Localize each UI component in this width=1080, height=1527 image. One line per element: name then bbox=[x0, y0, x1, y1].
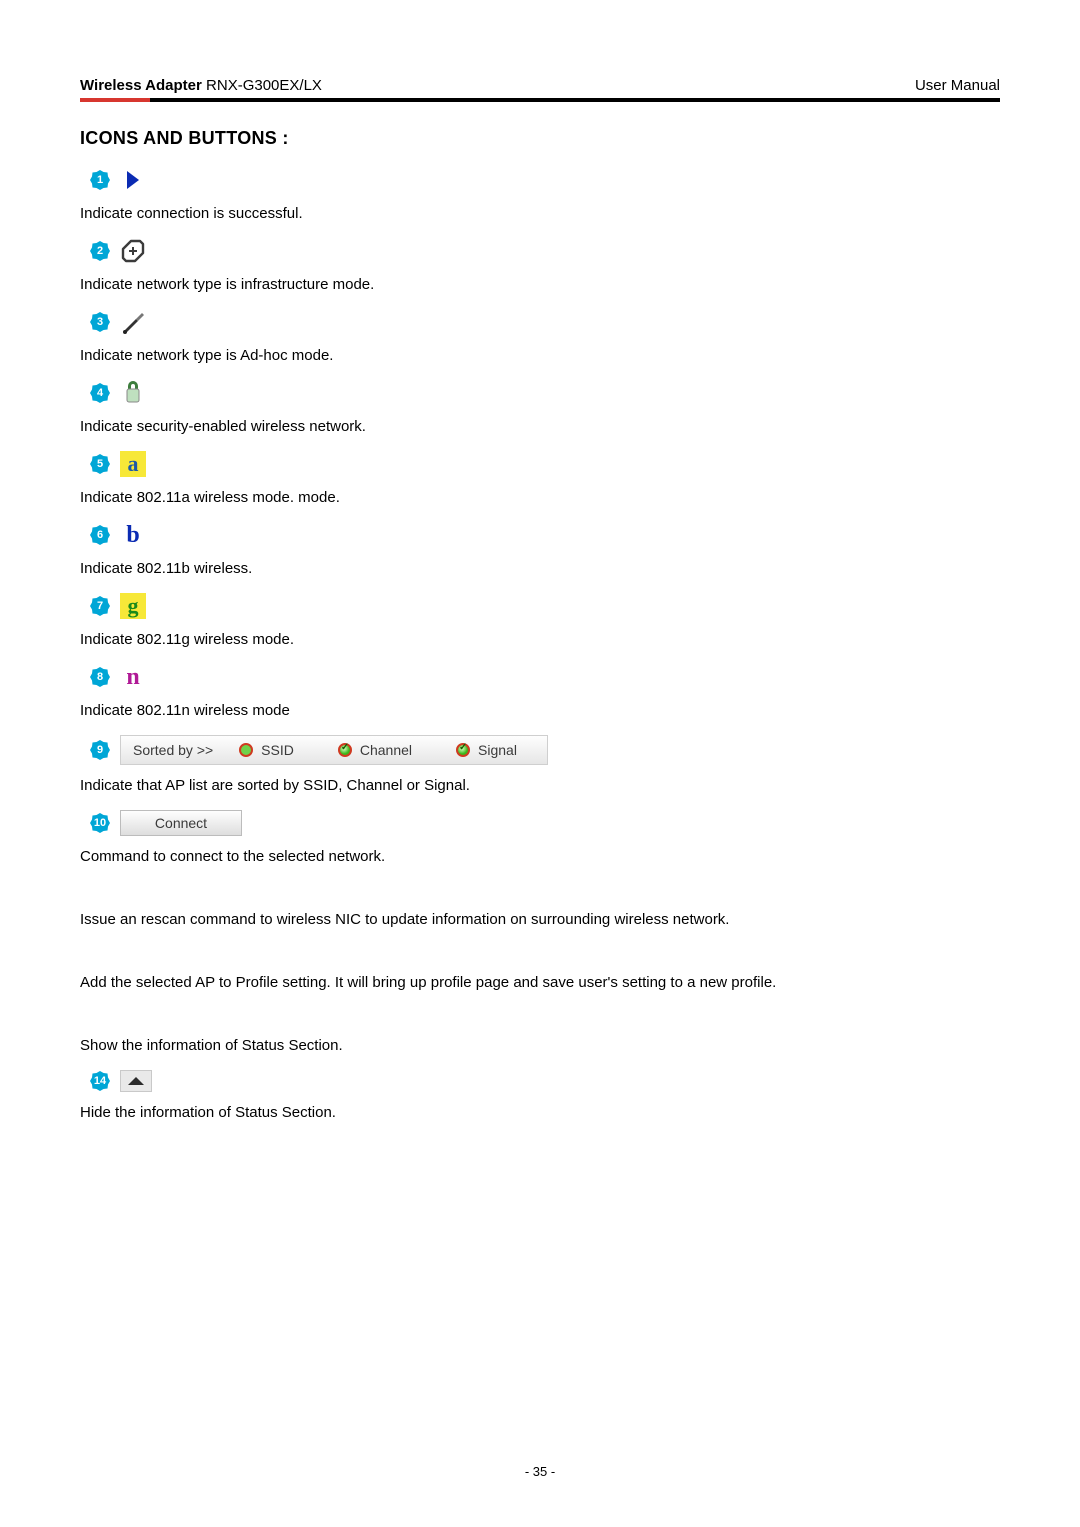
icon-3-icon bbox=[120, 309, 146, 335]
sortbar-option-signal[interactable]: Signal bbox=[438, 742, 535, 758]
header-rule-black bbox=[150, 98, 1000, 102]
header-right: User Manual bbox=[915, 77, 1000, 94]
numbered-badge-9: 9 bbox=[90, 740, 110, 760]
list-item: Show the information of Status Section. bbox=[80, 1035, 1000, 1056]
list-item: 14 Hide the information of Status Sectio… bbox=[80, 1070, 1000, 1123]
item-description: Command to connect to the selected netwo… bbox=[80, 846, 1000, 867]
sortbar-radio-icon bbox=[456, 743, 470, 757]
icon-row: 4 bbox=[90, 380, 1000, 406]
item-description: Add the selected AP to Profile setting. … bbox=[80, 972, 1000, 993]
page-header: Wireless Adapter RNX-G300EX/LX User Manu… bbox=[80, 70, 1000, 94]
mode-n-icon: n bbox=[120, 664, 146, 690]
sort-by-bar: Sorted by >> SSID Channel Signal bbox=[120, 735, 548, 765]
product-label: Wireless Adapter bbox=[80, 77, 202, 94]
page: Wireless Adapter RNX-G300EX/LX User Manu… bbox=[0, 0, 1080, 1527]
numbered-badge-5: 5 bbox=[90, 454, 110, 474]
numbered-badge-2: 2 bbox=[90, 241, 110, 261]
mode-b-icon: b bbox=[120, 522, 146, 548]
list-item: 10 Connect Command to connect to the sel… bbox=[80, 810, 1000, 867]
sortbar-radio-icon bbox=[338, 743, 352, 757]
numbered-badge-10: 10 bbox=[90, 813, 110, 833]
items-list: 1 Indicate connection is successful. 2 I… bbox=[80, 167, 1000, 1123]
icon-1-icon bbox=[120, 167, 146, 193]
numbered-badge-7: 7 bbox=[90, 596, 110, 616]
numbered-badge-6: 6 bbox=[90, 525, 110, 545]
numbered-badge-14: 14 bbox=[90, 1071, 110, 1091]
icon-row: 6 b bbox=[90, 522, 1000, 548]
icon-row: 3 bbox=[90, 309, 1000, 335]
header-rule-red bbox=[80, 98, 150, 102]
list-item: Issue an rescan command to wireless NIC … bbox=[80, 909, 1000, 930]
page-number: - 35 - bbox=[0, 1464, 1080, 1479]
list-item: 6 b Indicate 802.11b wireless. bbox=[80, 522, 1000, 579]
sortbar-option-label: SSID bbox=[261, 742, 294, 758]
item-description: Hide the information of Status Section. bbox=[80, 1102, 1000, 1123]
connect-button[interactable]: Connect bbox=[120, 810, 242, 836]
sortbar-option-label: Channel bbox=[360, 742, 412, 758]
list-item: 4 Indicate security-enabled wireless net… bbox=[80, 380, 1000, 437]
list-item: 9 Sorted by >> SSID Channel Signal Indic… bbox=[80, 735, 1000, 796]
item-description: Indicate 802.11b wireless. bbox=[80, 558, 1000, 579]
icon-row: 10 Connect bbox=[90, 810, 1000, 836]
numbered-badge-1: 1 bbox=[90, 170, 110, 190]
sortbar-radio-icon bbox=[239, 743, 253, 757]
list-item: 5 a Indicate 802.11a wireless mode. mode… bbox=[80, 451, 1000, 508]
content: ICONS AND BUTTONS : 1 Indicate connectio… bbox=[80, 128, 1000, 1135]
sortbar-option-channel[interactable]: Channel bbox=[320, 742, 430, 758]
item-description: Indicate network type is infrastructure … bbox=[80, 274, 1000, 295]
list-item: 3 Indicate network type is Ad-hoc mode. bbox=[80, 309, 1000, 366]
item-description: Indicate 802.11a wireless mode. mode. bbox=[80, 487, 1000, 508]
list-item: 7 g Indicate 802.11g wireless mode. bbox=[80, 593, 1000, 650]
sortbar-option-label: Signal bbox=[478, 742, 517, 758]
icon-row: 1 bbox=[90, 167, 1000, 193]
item-description: Indicate connection is successful. bbox=[80, 203, 1000, 224]
collapse-button[interactable] bbox=[120, 1070, 152, 1092]
list-item: Add the selected AP to Profile setting. … bbox=[80, 972, 1000, 993]
icon-4-icon bbox=[120, 380, 146, 406]
item-description: Issue an rescan command to wireless NIC … bbox=[80, 909, 1000, 930]
section-title: ICONS AND BUTTONS : bbox=[80, 128, 1000, 149]
list-item: 8 n Indicate 802.11n wireless mode bbox=[80, 664, 1000, 721]
item-description: Indicate 802.11n wireless mode bbox=[80, 700, 1000, 721]
numbered-badge-8: 8 bbox=[90, 667, 110, 687]
icon-row: 8 n bbox=[90, 664, 1000, 690]
icon-2-icon bbox=[120, 238, 146, 264]
mode-g-icon: g bbox=[120, 593, 146, 619]
item-description: Indicate security-enabled wireless netwo… bbox=[80, 416, 1000, 437]
item-description: Indicate 802.11g wireless mode. bbox=[80, 629, 1000, 650]
item-description: Indicate that AP list are sorted by SSID… bbox=[80, 775, 1000, 796]
icon-row: 7 g bbox=[90, 593, 1000, 619]
icon-row: 2 bbox=[90, 238, 1000, 264]
item-description: Indicate network type is Ad-hoc mode. bbox=[80, 345, 1000, 366]
sortbar-label: Sorted by >> bbox=[133, 742, 213, 758]
icon-row: 9 Sorted by >> SSID Channel Signal bbox=[90, 735, 1000, 765]
numbered-badge-3: 3 bbox=[90, 312, 110, 332]
mode-a-icon: a bbox=[120, 451, 146, 477]
product-model: RNX-G300EX/LX bbox=[202, 77, 322, 94]
icon-row: 14 bbox=[90, 1070, 1000, 1092]
header-product: Wireless Adapter RNX-G300EX/LX bbox=[80, 77, 322, 94]
icon-row: 5 a bbox=[90, 451, 1000, 477]
numbered-badge-4: 4 bbox=[90, 383, 110, 403]
list-item: 1 Indicate connection is successful. bbox=[80, 167, 1000, 224]
list-item: 2 Indicate network type is infrastructur… bbox=[80, 238, 1000, 295]
item-description: Show the information of Status Section. bbox=[80, 1035, 1000, 1056]
sortbar-option-ssid[interactable]: SSID bbox=[221, 742, 312, 758]
